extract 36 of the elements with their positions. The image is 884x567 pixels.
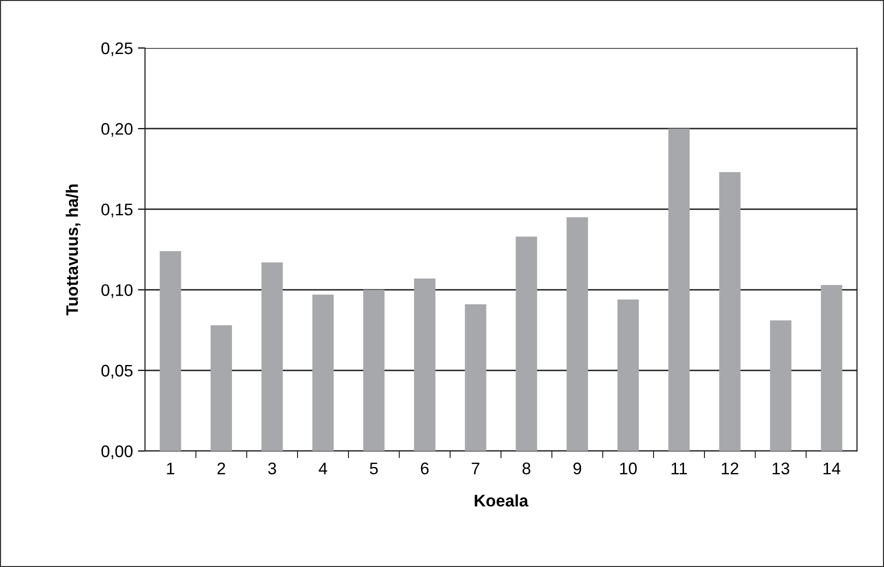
y-tick-label: 0,20 (101, 123, 133, 137)
y-tick-label: 0,10 (101, 284, 133, 298)
y-tick-label: 0,15 (101, 204, 132, 218)
bar (160, 251, 182, 451)
x-tick-label: 7 (472, 462, 480, 474)
x-tick-label: 8 (522, 462, 530, 474)
bar (464, 304, 486, 451)
bar (566, 217, 588, 451)
x-axis-title: Koeala (474, 494, 528, 507)
y-tick-label: 0,00 (101, 445, 133, 460)
bar (820, 284, 842, 451)
x-tick-label: 5 (370, 462, 378, 474)
bar (363, 290, 385, 451)
bar (668, 128, 690, 451)
x-tick-label: 9 (573, 462, 582, 474)
x-tick-label: 14 (824, 462, 840, 474)
bar (617, 299, 639, 451)
x-tick-label: 12 (722, 462, 738, 474)
bar (516, 236, 538, 451)
x-tick-label: 13 (772, 462, 790, 474)
x-tick-label: 10 (620, 462, 637, 474)
x-tick-label: 6 (420, 462, 429, 474)
x-tick-label: 1 (167, 462, 174, 474)
bar (719, 172, 741, 451)
x-tick-label: 2 (217, 462, 226, 474)
bar (210, 325, 232, 451)
bar (414, 278, 436, 451)
x-tick-label: 11 (672, 462, 687, 474)
y-tick-label: 0,25 (101, 42, 132, 56)
bar (770, 320, 792, 451)
bar (312, 294, 334, 451)
y-tick-label: 0,05 (101, 364, 132, 379)
y-axis-title: Tuottavuus, ha/h (66, 184, 80, 316)
bar (261, 262, 283, 451)
x-tick-label: 3 (268, 462, 276, 474)
x-tick-label: 4 (318, 462, 328, 474)
